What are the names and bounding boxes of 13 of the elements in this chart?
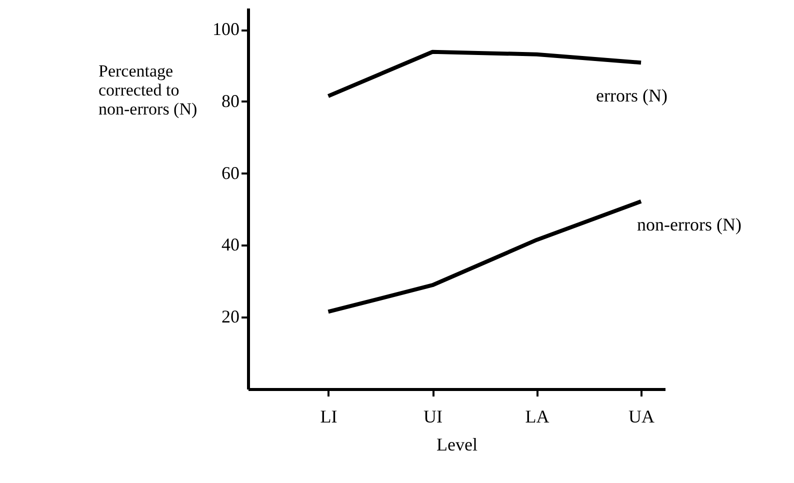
x-tick-label: LI xyxy=(320,406,338,426)
x-axis-title: Level xyxy=(436,434,478,454)
y-tick-label: 60 xyxy=(222,162,240,183)
y-tick-label: 80 xyxy=(222,90,240,111)
x-tick-label: UI xyxy=(424,406,443,426)
y-tick-label: 40 xyxy=(222,234,240,255)
x-tick-label: LA xyxy=(525,406,550,426)
series-label: non-errors (N) xyxy=(637,214,742,234)
y-axis-title: Percentage corrected to non-errors (N) xyxy=(98,62,198,118)
series-label: errors (N) xyxy=(596,86,668,106)
y-tick-label: 20 xyxy=(222,306,240,327)
x-tick-label: UA xyxy=(628,406,655,426)
y-tick-label: 100 xyxy=(212,19,240,40)
